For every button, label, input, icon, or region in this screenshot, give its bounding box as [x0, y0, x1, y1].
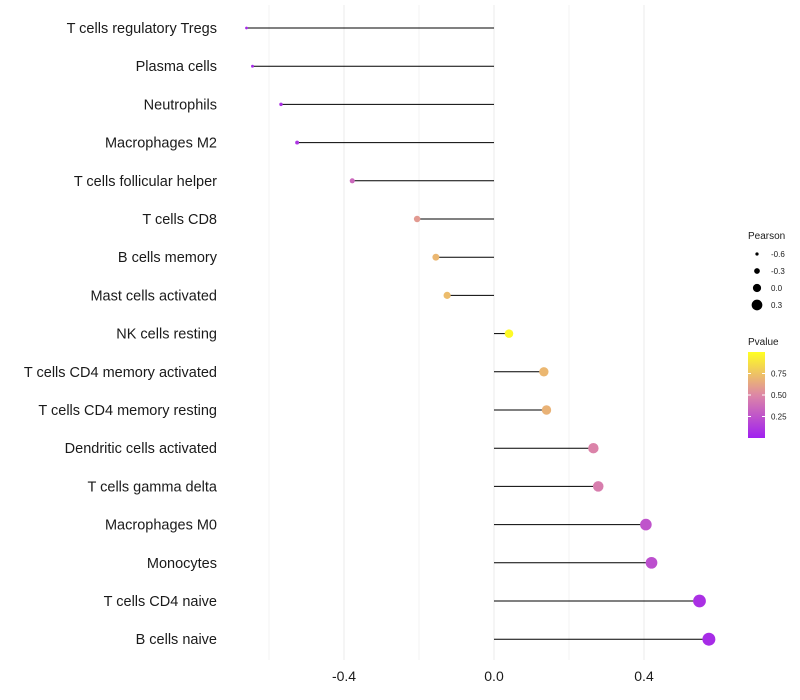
- point-t-cells-gamma-delta: [592, 481, 604, 492]
- size-legend-title: Pearson: [748, 231, 785, 242]
- size-legend-key: [752, 283, 762, 293]
- size-legend-key: [754, 268, 760, 274]
- size-legend-key: [751, 299, 763, 311]
- x-tick-label: 0.0: [484, 668, 504, 684]
- category-label: Mast cells activated: [90, 288, 217, 304]
- category-label: B cells memory: [118, 250, 218, 266]
- category-label: Neutrophils: [144, 97, 217, 113]
- point-t-cells-cd4-memory-activated: [539, 367, 549, 377]
- color-legend-label: 0.25: [771, 413, 787, 422]
- point-monocytes: [645, 556, 658, 569]
- category-label: Plasma cells: [136, 59, 217, 75]
- point-plasma-cells: [251, 64, 254, 68]
- size-legend-label: -0.3: [771, 267, 785, 276]
- size-legend-key: [755, 252, 759, 256]
- color-legend-bar: [748, 352, 765, 438]
- x-tick-label: -0.4: [332, 668, 356, 684]
- category-label: Macrophages M2: [105, 136, 217, 152]
- category-label: T cells regulatory Tregs: [67, 21, 217, 37]
- x-axis-ticks: -0.4 0.0 0.4: [332, 668, 654, 684]
- point-t-cells-cd4-naive: [693, 594, 706, 608]
- category-label: T cells CD4 memory resting: [38, 403, 217, 419]
- category-label: T cells follicular helper: [74, 174, 217, 190]
- x-tick-label: 0.4: [634, 668, 654, 684]
- lollipop-stems: [246, 27, 709, 640]
- size-legend: Pearson -0.6 -0.3 0.0 0.3: [748, 231, 785, 311]
- point-t-cells-follicular-helper: [349, 178, 355, 184]
- point-b-cells-memory: [432, 253, 440, 261]
- category-label: Monocytes: [147, 556, 217, 572]
- point-nk-cells-resting: [504, 329, 514, 338]
- point-neutrophils: [279, 102, 283, 107]
- lollipop-points: [245, 26, 716, 646]
- color-legend-label: 0.75: [771, 370, 787, 379]
- point-b-cells-naive: [702, 632, 716, 646]
- category-label: T cells gamma delta: [88, 479, 218, 495]
- point-t-cells-cd8: [413, 215, 421, 223]
- category-label: Macrophages M0: [105, 518, 217, 534]
- point-mast-cells-activated: [443, 291, 451, 299]
- grid-lines: [268, 5, 645, 660]
- category-label: NK cells resting: [116, 327, 217, 343]
- category-label: B cells naive: [136, 632, 217, 648]
- size-legend-label: 0.3: [771, 301, 783, 310]
- point-dendritic-cells-activated: [588, 442, 599, 454]
- point-macrophages-m2: [295, 140, 300, 145]
- category-labels: T cells regulatory Tregs Plasma cells Neut…: [24, 21, 218, 648]
- category-label: T cells CD4 naive: [104, 594, 217, 610]
- category-label: Dendritic cells activated: [65, 441, 217, 457]
- point-macrophages-m0: [640, 518, 652, 531]
- category-label: T cells CD8: [142, 212, 217, 228]
- size-legend-label: -0.6: [771, 250, 785, 259]
- legend: Pearson -0.6 -0.3 0.0 0.3 Pvalue 0.25 0.50 0.75: [748, 231, 787, 438]
- category-label: T cells CD4 memory activated: [24, 365, 217, 381]
- color-legend-label: 0.50: [771, 391, 787, 400]
- size-legend-label: 0.0: [771, 284, 783, 293]
- color-legend-title: Pvalue: [748, 337, 779, 348]
- point-t-cells-regulatory-tregs: [245, 26, 248, 30]
- color-legend: Pvalue 0.25 0.50 0.75: [748, 337, 787, 438]
- point-t-cells-cd4-memory-resting: [541, 405, 552, 415]
